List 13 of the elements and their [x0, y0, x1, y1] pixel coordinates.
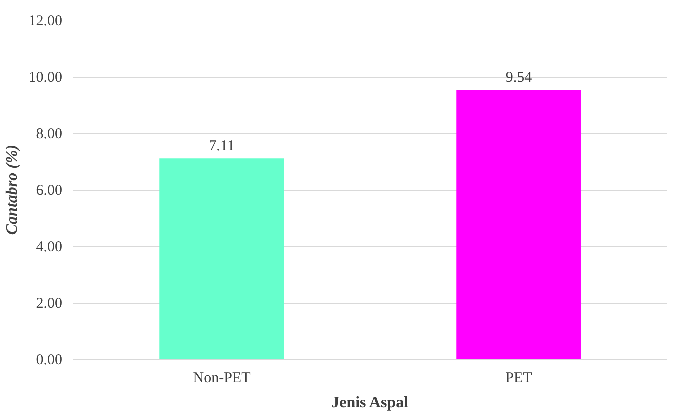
data-label: 9.54	[506, 70, 533, 86]
y-tick-label: 2.00	[36, 296, 62, 312]
y-tick-label: 8.00	[36, 126, 62, 142]
y-axis-title: Cantabro (%)	[4, 144, 21, 236]
x-axis-title: Jenis Aspal	[332, 394, 410, 412]
y-tick-label: 12.00	[28, 14, 62, 30]
y-tick-label: 4.00	[36, 240, 62, 256]
x-tick-label: PET	[506, 370, 532, 386]
x-tick-label: Non-PET	[193, 370, 251, 386]
y-tick-label: 6.00	[36, 183, 62, 199]
y-tick-label: 10.00	[28, 70, 62, 86]
data-label: 7.11	[209, 138, 235, 155]
y-tick-label: 0.00	[36, 352, 62, 368]
